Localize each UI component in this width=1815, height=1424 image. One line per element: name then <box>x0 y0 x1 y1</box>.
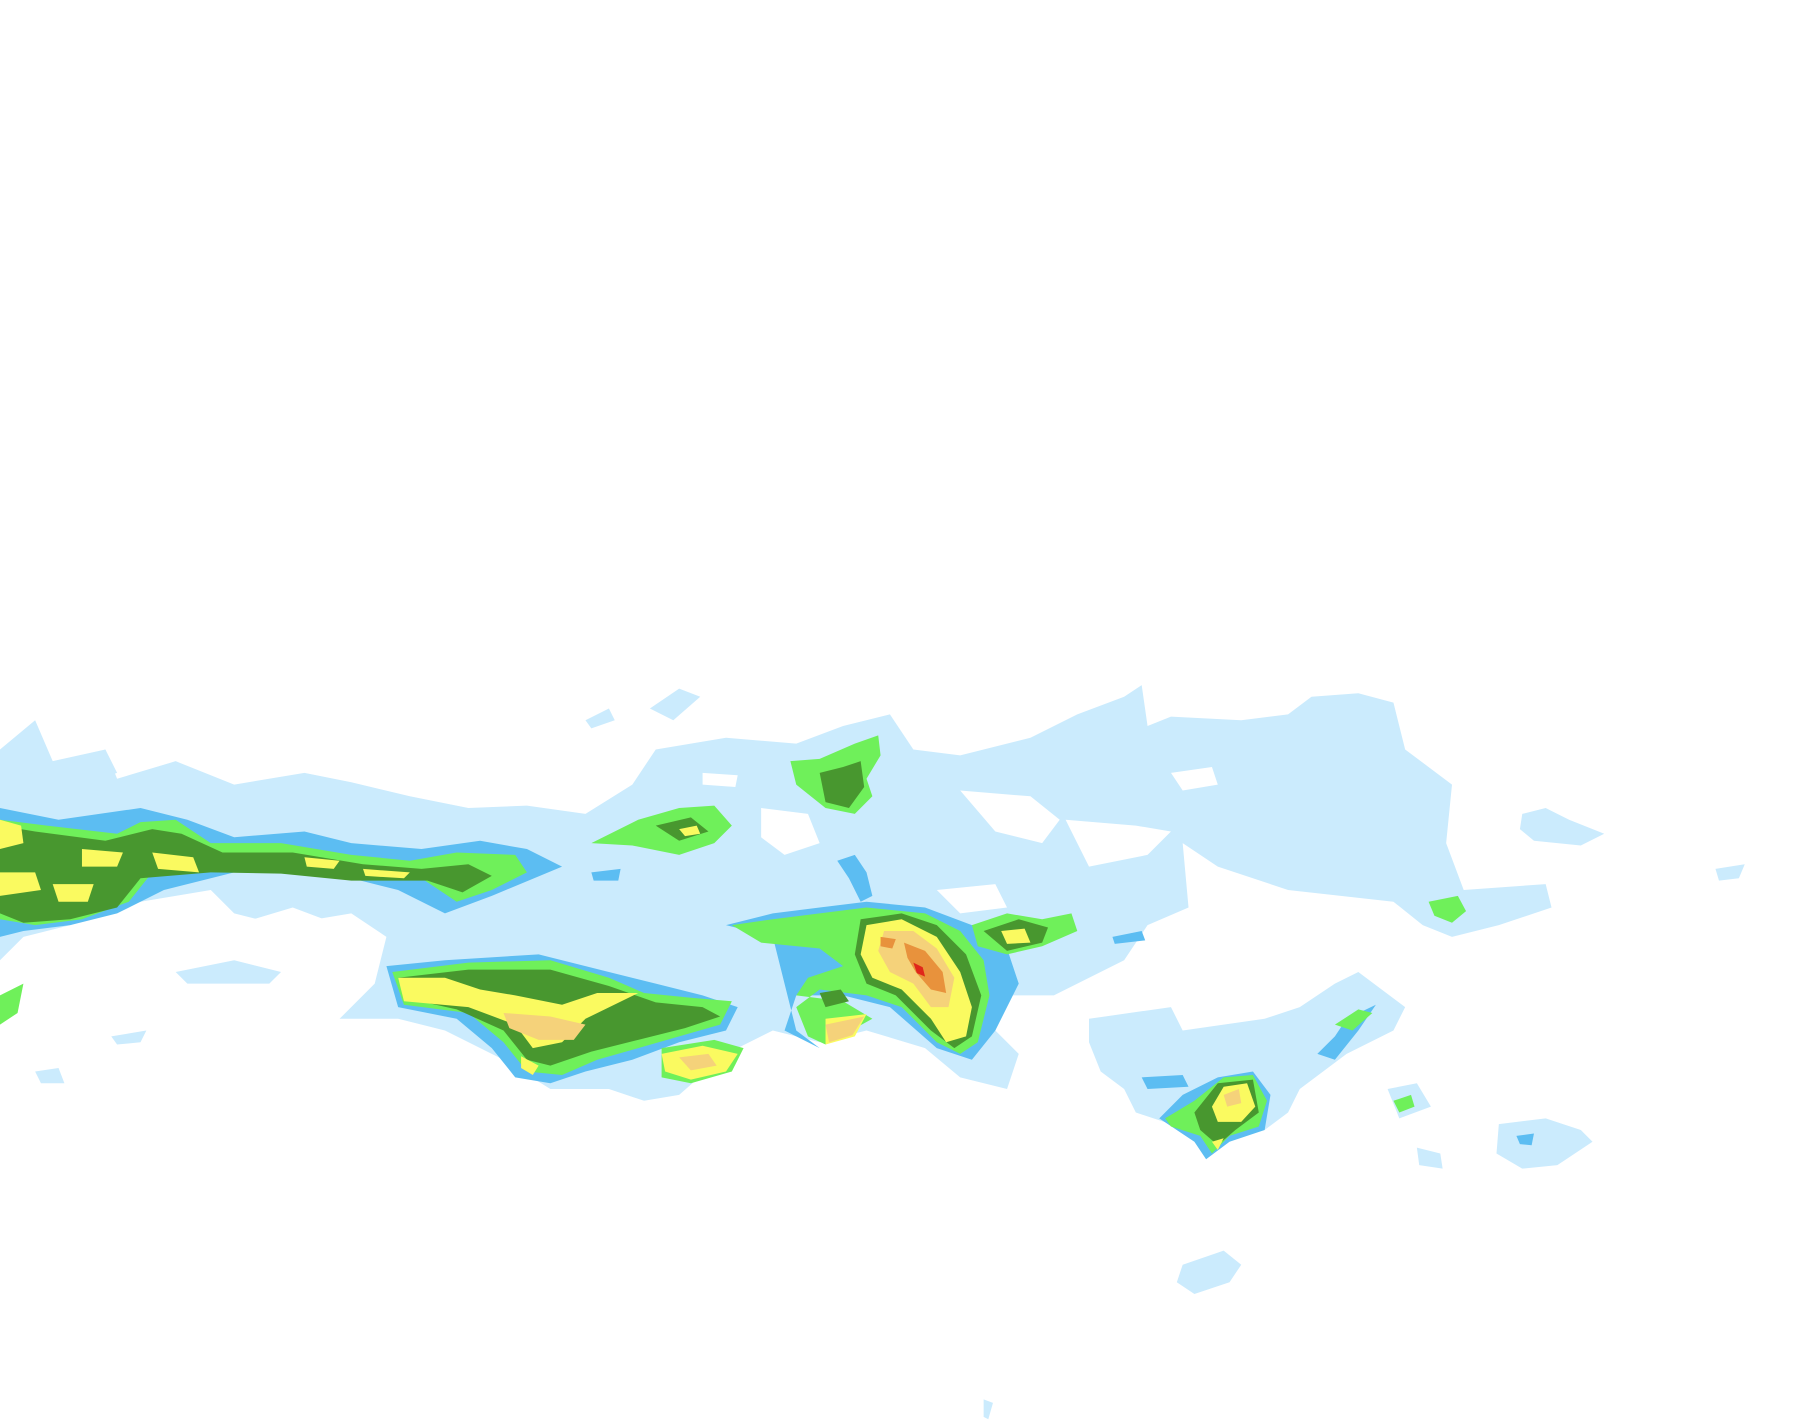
extreme-precip-layer <box>913 962 926 977</box>
no-precip-gaps <box>234 767 1218 955</box>
intense-precip-layer <box>880 936 947 994</box>
very-light-precip-layer <box>0 685 1745 1420</box>
